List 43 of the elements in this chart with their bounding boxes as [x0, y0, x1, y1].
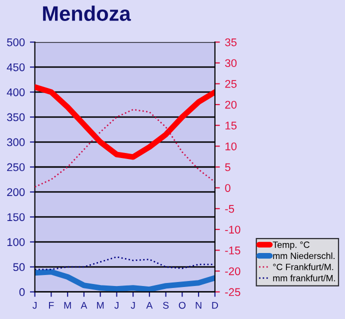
- y-tick-label: 50: [13, 263, 25, 272]
- x-tick-label: A: [146, 302, 153, 309]
- legend-label: mm Niederschl.: [273, 252, 334, 260]
- x-tick-label: S: [163, 302, 169, 309]
- y2-tick-label: 35: [225, 38, 237, 46]
- x-tick-label: D: [212, 302, 218, 309]
- y2-tick-label: 30: [225, 59, 237, 68]
- line-series: [34, 256, 215, 270]
- x-tick-label: M: [97, 302, 104, 309]
- y2-tick-label: -10: [225, 226, 240, 234]
- y-tick-label: 250: [7, 163, 25, 172]
- x-tick-label: J: [130, 302, 135, 309]
- y2-tick-label: 20: [225, 100, 237, 109]
- line-series: [34, 108, 215, 188]
- y-tick-label: 300: [7, 138, 25, 146]
- x-tick-label: O: [178, 302, 186, 309]
- y2-tick-label: -25: [225, 288, 240, 296]
- x-tick-label: M: [64, 302, 71, 309]
- y2-tick-label: -5: [225, 205, 234, 213]
- y-tick-label: 100: [7, 238, 25, 246]
- chart-title: Mendoza: [43, 6, 131, 21]
- y2-tick-label: 25: [225, 80, 237, 88]
- x-tick-label: J: [114, 302, 118, 309]
- y2-tick-label: 5: [225, 163, 230, 172]
- y2-tick-label: 10: [226, 142, 237, 150]
- legend-label: °C Frankfurt/M.: [273, 264, 334, 270]
- x-tick-label: J: [32, 302, 37, 309]
- y2-tick-label: -15: [225, 246, 240, 254]
- y-tick-label: 350: [7, 113, 25, 122]
- legend-label: mm frankfurt/M.: [273, 274, 335, 282]
- y-tick-label: 150: [7, 213, 25, 222]
- y2-tick-label: 0: [225, 184, 230, 192]
- y-tick-label: 500: [7, 38, 25, 46]
- x-tick-label: N: [196, 302, 202, 309]
- y2-tick-label: -20: [225, 267, 240, 276]
- y2-tick-label: 15: [226, 122, 237, 130]
- y-tick-label: 200: [7, 188, 25, 196]
- y-tick-label: 450: [6, 63, 25, 72]
- y-tick-label: 400: [6, 88, 25, 96]
- y-tick-label: 0: [19, 288, 25, 296]
- x-tick-label: A: [80, 302, 88, 309]
- legend-label: Temp. °C: [272, 242, 310, 250]
- x-tick-label: F: [49, 302, 54, 309]
